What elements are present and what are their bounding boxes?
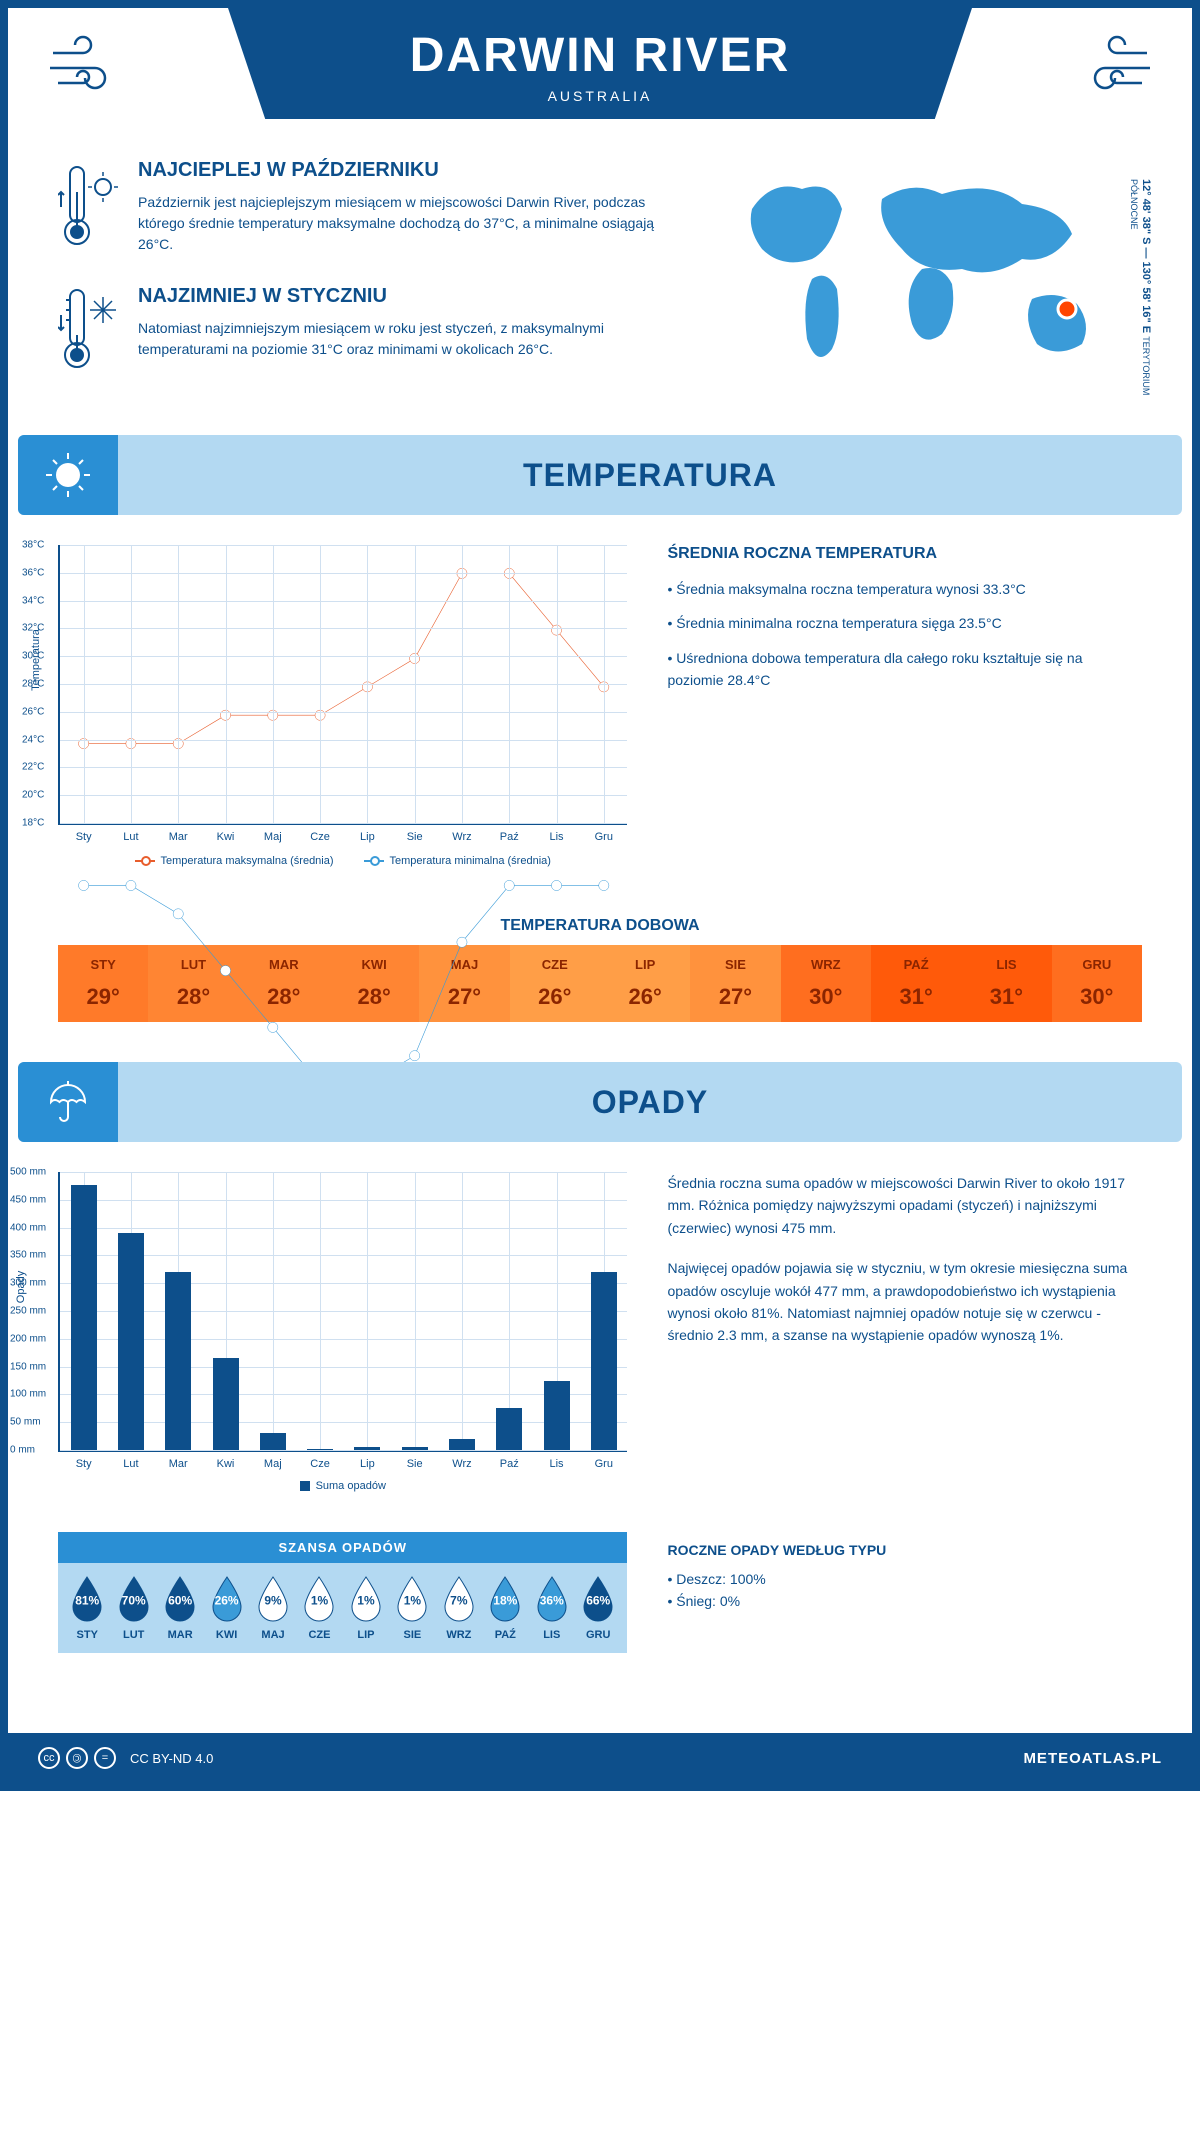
umbrella-icon [18, 1062, 118, 1142]
chance-cell: 1%CZE [298, 1575, 340, 1641]
thermometer-cold-icon [58, 285, 118, 375]
temperature-line-chart: Temperatura 18°C20°C22°C24°C26°C28°C30°C… [58, 545, 627, 825]
temp-info-title: ŚREDNIA ROCZNA TEMPERATURA [667, 545, 1142, 563]
rain-paragraph: Najwięcej opadów pojawia się w styczniu,… [667, 1257, 1142, 1347]
location-title: DARWIN RIVER [228, 28, 972, 83]
wind-icon [48, 28, 128, 112]
page-footer: cc 🄯 = CC BY-ND 4.0 METEOATLAS.PL [8, 1733, 1192, 1783]
page-header: DARWIN RIVER AUSTRALIA [228, 8, 972, 119]
coldest-title: NAJZIMNIEJ W STYCZNIU [138, 285, 682, 308]
chance-cell: 26%KWI [205, 1575, 247, 1641]
chance-cell: 60%MAR [159, 1575, 201, 1641]
daily-temp-cell: SIE27° [690, 945, 780, 1022]
temp-bullet: • Uśredniona dobowa temperatura dla całe… [667, 647, 1142, 692]
chance-cell: 9%MAJ [252, 1575, 294, 1641]
chance-cell: 1%SIE [391, 1575, 433, 1641]
rain-type-item: • Deszcz: 100% [667, 1568, 1142, 1590]
rain-type-title: ROCZNE OPADY WEDŁUG TYPU [667, 1542, 1142, 1558]
chance-cell: 18%PAŹ [484, 1575, 526, 1641]
rain-chance-table: SZANSA OPADÓW 81%STY70%LUT60%MAR26%KWI9%… [58, 1532, 627, 1653]
daily-temp-cell: GRU30° [1052, 945, 1142, 1022]
daily-temp-cell: PAŹ31° [871, 945, 961, 1022]
sun-icon [18, 435, 118, 515]
bar-legend: Suma opadów [58, 1480, 627, 1492]
coldest-block: NAJZIMNIEJ W STYCZNIU Natomiast najzimni… [58, 285, 682, 375]
chance-cell: 36%LIS [531, 1575, 573, 1641]
daily-temp-cell: WRZ30° [781, 945, 871, 1022]
temp-bullet: • Średnia maksymalna roczna temperatura … [667, 578, 1142, 600]
coldest-text: Natomiast najzimniejszym miesiącem w rok… [138, 318, 682, 360]
rain-type-item: • Śnieg: 0% [667, 1590, 1142, 1612]
wind-icon [1072, 28, 1152, 112]
chance-cell: 7%WRZ [438, 1575, 480, 1641]
temp-bullet: • Średnia minimalna roczna temperatura s… [667, 612, 1142, 634]
world-map [722, 159, 1142, 379]
rain-paragraph: Średnia roczna suma opadów w miejscowośc… [667, 1172, 1142, 1239]
footer-brand: METEOATLAS.PL [1023, 1750, 1162, 1767]
rainfall-section-header: OPADY [18, 1062, 1182, 1142]
location-country: AUSTRALIA [228, 88, 972, 104]
hottest-text: Październik jest najcieplejszym miesiące… [138, 192, 682, 255]
hottest-title: NAJCIEPLEJ W PAŹDZIERNIKU [138, 159, 682, 182]
temperature-section-header: TEMPERATURA [18, 435, 1182, 515]
chance-cell: 66%GRU [577, 1575, 619, 1641]
chance-cell: 81%STY [66, 1575, 108, 1641]
license-badge: cc 🄯 = CC BY-ND 4.0 [38, 1747, 213, 1769]
thermometer-hot-icon [58, 159, 118, 255]
daily-temp-cell: LIS31° [961, 945, 1051, 1022]
hottest-block: NAJCIEPLEJ W PAŹDZIERNIKU Październik je… [58, 159, 682, 255]
rainfall-bar-chart: Opady 0 mm50 mm100 mm150 mm200 mm250 mm3… [58, 1172, 627, 1452]
coordinates: 12° 48' 38" S — 130° 58' 16" E TERYTORIU… [1128, 179, 1152, 405]
chance-cell: 1%LIP [345, 1575, 387, 1641]
chance-cell: 70%LUT [112, 1575, 154, 1641]
